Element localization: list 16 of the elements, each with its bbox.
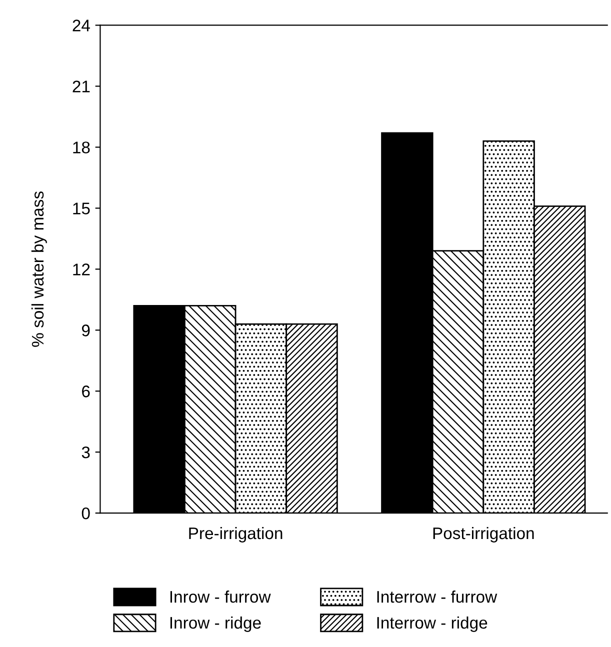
y-tick-label: 18: [73, 142, 90, 154]
legend-label: Interrow - furrow: [377, 590, 498, 603]
y-tick-label: 12: [73, 264, 90, 276]
y-tick-label: 6: [82, 386, 90, 398]
y-tick-label: 21: [72, 80, 90, 92]
y-tick-label: 24: [72, 20, 90, 32]
y-tick-label: 0: [82, 507, 90, 520]
legend-label: Interrow - ridge: [377, 616, 488, 632]
legend-label: Inrow - ridge: [170, 616, 261, 632]
y-tick-label: 15: [73, 202, 90, 214]
y-tick-label: 9: [82, 324, 90, 336]
y-tick-label: 3: [82, 446, 90, 458]
x-tick-label: Pre-irrigation: [189, 526, 282, 542]
x-tick-label: Post-irrigation: [433, 526, 534, 542]
legend-label: Inrow - furrow: [170, 590, 271, 603]
y-axis-title: % soil water by mass: [31, 191, 47, 347]
